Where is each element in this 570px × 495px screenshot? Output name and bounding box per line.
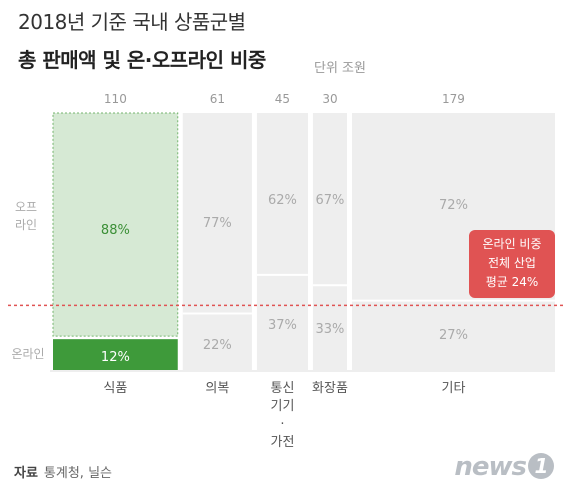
chart-subtitle: 총 판매액 및 온·오프라인 비중 <box>18 48 266 72</box>
category-label-3-0: 화장품 <box>312 381 348 396</box>
source-note: 자료 통계청, 닐슨 <box>14 462 112 481</box>
logo-mark: 1 <box>528 453 554 479</box>
bar-offline-2 <box>256 113 308 370</box>
online-value-label-4: 27% <box>439 328 468 343</box>
offline-value-label-4: 72% <box>439 198 468 213</box>
axis-label-offline-1: 오프 <box>15 200 37 214</box>
category-label-2-1: 기기 <box>270 399 294 414</box>
category-label-2-3: 가전 <box>270 435 294 450</box>
offline-value-label-3: 67% <box>316 193 345 208</box>
total-label-3: 30 <box>322 92 337 106</box>
category-label-2-0: 통신 <box>270 381 294 396</box>
logo-text: news <box>454 452 527 482</box>
offline-value-label-2: 62% <box>268 193 297 208</box>
source-label: 자료 <box>14 466 38 481</box>
total-label-0: 110 <box>104 92 127 106</box>
unit-label: 단위 조원 <box>314 61 366 76</box>
bar-offline-3 <box>312 113 347 370</box>
source-text: 통계청, 닐슨 <box>43 466 112 481</box>
chart-title: 2018년 기준 국내 상품군별 <box>18 10 246 34</box>
average-badge: 온라인 비중 전체 산업 평균 24% <box>469 230 555 298</box>
axis-label-offline-2: 라인 <box>15 218 37 232</box>
online-value-label-0: 12% <box>101 350 130 365</box>
axis-label-online: 온라인 <box>11 347 44 361</box>
online-value-label-2: 37% <box>268 318 297 333</box>
news1-logo: news 1 <box>454 452 554 482</box>
online-value-label-1: 22% <box>203 338 232 353</box>
offline-value-label-1: 77% <box>203 216 232 231</box>
offline-value-label-0: 88% <box>101 223 130 238</box>
total-label-2: 45 <box>275 92 290 106</box>
total-label-4: 179 <box>442 92 465 106</box>
category-label-1-0: 의복 <box>205 381 229 396</box>
average-badge-line-1: 온라인 비중 <box>482 237 542 251</box>
bar-offline-1 <box>182 113 252 370</box>
online-value-label-3: 33% <box>316 322 345 337</box>
category-label-4-0: 기타 <box>442 381 466 396</box>
average-badge-line-3: 평균 24% <box>485 275 539 289</box>
average-badge-line-2: 전체 산업 <box>488 256 536 270</box>
category-label-2-2: · <box>280 417 284 432</box>
bar-offline-0 <box>52 112 179 337</box>
bar-online-0 <box>53 339 178 370</box>
category-label-0-0: 식품 <box>103 381 127 396</box>
total-label-1: 61 <box>210 92 225 106</box>
